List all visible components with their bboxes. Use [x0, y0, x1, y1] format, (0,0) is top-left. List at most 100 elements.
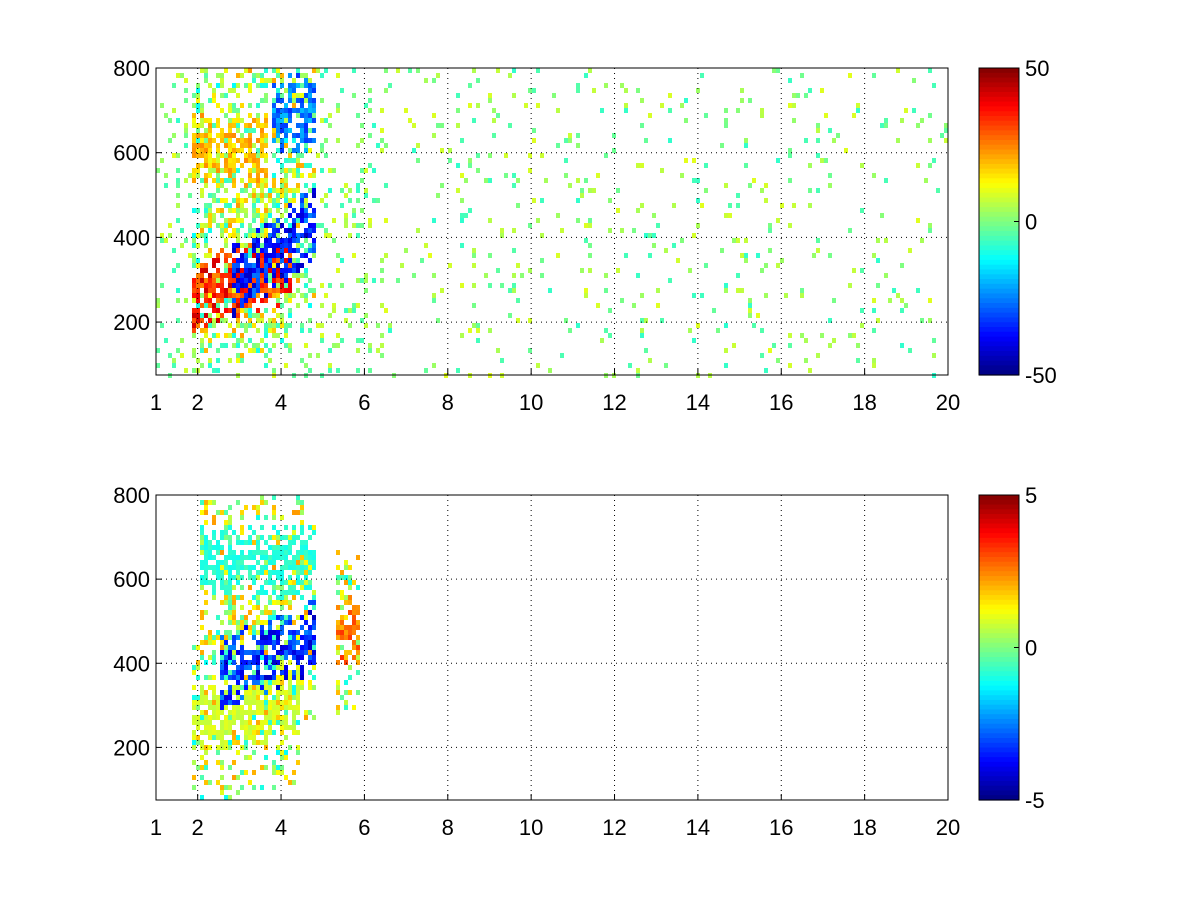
- heatmap-cell: [256, 253, 260, 258]
- heatmap-cell: [228, 590, 232, 595]
- heatmap-cell: [284, 323, 288, 328]
- heatmap-cell: [288, 640, 292, 645]
- heatmap-cell: [248, 695, 252, 700]
- heatmap-cell: [208, 293, 212, 298]
- heatmap-cell: [252, 348, 256, 353]
- heatmap-cell: [236, 288, 240, 293]
- colorbar-segment: [979, 226, 1019, 232]
- colorbar-segment: [979, 537, 1019, 544]
- heatmap-cell: [232, 208, 236, 213]
- heatmap-cell: [644, 318, 648, 323]
- heatmap-cell: [212, 218, 216, 223]
- heatmap-cell: [212, 570, 216, 575]
- heatmap-cell: [228, 288, 232, 293]
- heatmap-cell: [196, 163, 200, 168]
- heatmap-cell: [340, 258, 344, 263]
- heatmap-cell: [448, 148, 452, 153]
- heatmap-cell: [236, 243, 240, 248]
- heatmap-cell: [296, 705, 300, 710]
- heatmap-cell: [292, 525, 296, 530]
- heatmap-cell: [288, 263, 292, 268]
- heatmap-cell: [300, 645, 304, 650]
- heatmap-cell: [324, 68, 328, 73]
- heatmap-cell: [584, 178, 588, 183]
- heatmap-cell: [256, 343, 260, 348]
- heatmap-cell: [272, 630, 276, 635]
- heatmap-cell: [844, 148, 848, 153]
- heatmap-cell: [300, 525, 304, 530]
- heatmap-cell: [312, 675, 316, 680]
- heatmap-cell: [832, 338, 836, 343]
- heatmap-cell: [232, 298, 236, 303]
- heatmap-cell: [292, 535, 296, 540]
- heatmap-cell: [184, 128, 188, 133]
- heatmap-cell: [640, 328, 644, 333]
- heatmap-cell: [260, 550, 264, 555]
- heatmap-cell: [264, 323, 268, 328]
- heatmap-cell: [724, 118, 728, 123]
- heatmap-cell: [280, 213, 284, 218]
- heatmap-cell: [308, 635, 312, 640]
- heatmap-cell: [252, 740, 256, 745]
- heatmap-cell: [344, 223, 348, 228]
- heatmap-cell: [328, 168, 332, 173]
- heatmap-cell: [216, 540, 220, 545]
- heatmap-cell: [344, 193, 348, 198]
- colorbar-segment: [979, 585, 1019, 591]
- heatmap-cell: [716, 328, 720, 333]
- heatmap-cell: [192, 243, 196, 248]
- heatmap-cell: [256, 675, 260, 680]
- heatmap-cell: [756, 253, 760, 258]
- heatmap-cell: [292, 268, 296, 273]
- heatmap-cell: [296, 163, 300, 168]
- heatmap-cell: [232, 173, 236, 178]
- heatmap-cell: [224, 740, 228, 745]
- heatmap-cell: [836, 133, 840, 138]
- heatmap-cell: [256, 213, 260, 218]
- heatmap-cell: [212, 545, 216, 550]
- heatmap-cell: [304, 78, 308, 83]
- heatmap-cell: [356, 183, 360, 188]
- heatmap-cell: [272, 128, 276, 133]
- heatmap-cell: [308, 93, 312, 98]
- heatmap-cell: [640, 98, 644, 103]
- heatmap-cell: [232, 705, 236, 710]
- heatmap-cell: [280, 725, 284, 730]
- heatmap-cell: [200, 525, 204, 530]
- heatmap-cell: [228, 128, 232, 133]
- heatmap-cell: [280, 605, 284, 610]
- heatmap-cell: [272, 133, 276, 138]
- heatmap-cell: [788, 333, 792, 338]
- x-tick-label: 16: [769, 815, 793, 840]
- heatmap-cell: [300, 263, 304, 268]
- heatmap-cell: [288, 680, 292, 685]
- heatmap-cell: [416, 158, 420, 163]
- heatmap-cell: [208, 735, 212, 740]
- heatmap-cell: [224, 535, 228, 540]
- heatmap-cell: [508, 313, 512, 318]
- heatmap-cell: [268, 720, 272, 725]
- heatmap-cell: [228, 685, 232, 690]
- heatmap-cell: [248, 153, 252, 158]
- heatmap-cell: [284, 595, 288, 600]
- heatmap-cell: [276, 665, 280, 670]
- heatmap-cell: [228, 168, 232, 173]
- heatmap-cell: [276, 293, 280, 298]
- heatmap-cell: [456, 93, 460, 98]
- heatmap-cell: [196, 233, 200, 238]
- heatmap-cell: [248, 298, 252, 303]
- heatmap-cell: [276, 695, 280, 700]
- heatmap-cell: [276, 323, 280, 328]
- heatmap-cell: [248, 303, 252, 308]
- heatmap-cell: [252, 248, 256, 253]
- heatmap-cell: [164, 113, 168, 118]
- heatmap-cell: [280, 685, 284, 690]
- heatmap-cell: [224, 303, 228, 308]
- heatmap-cell: [224, 293, 228, 298]
- heatmap-cell: [800, 288, 804, 293]
- colorbar-segment: [979, 68, 1019, 74]
- heatmap-cell: [928, 223, 932, 228]
- heatmap-cell: [204, 348, 208, 353]
- heatmap-cell: [192, 208, 196, 213]
- heatmap-cell: [300, 560, 304, 565]
